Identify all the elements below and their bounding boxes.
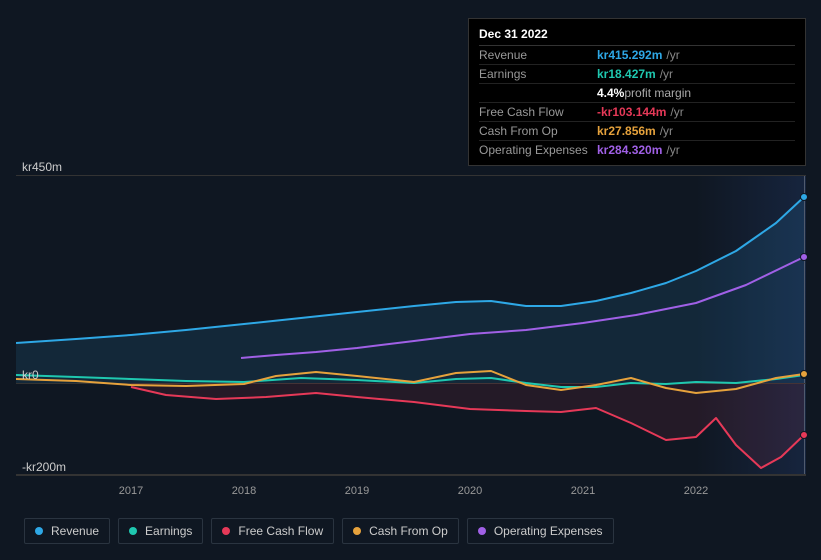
tooltip-label: Revenue [479, 48, 597, 62]
legend-label: Earnings [145, 524, 192, 538]
tooltip-row: 4.4% profit margin [479, 84, 795, 103]
tooltip-label: Operating Expenses [479, 143, 597, 157]
tooltip-row: Cash From Opkr27.856m/yr [479, 122, 795, 141]
tooltip-date: Dec 31 2022 [479, 25, 795, 46]
tooltip-row: Operating Expenseskr284.320m/yr [479, 141, 795, 159]
x-axis-tick: 2020 [458, 485, 482, 497]
x-axis-tick: 2019 [345, 485, 369, 497]
y-axis-label: kr0 [22, 368, 39, 382]
series-endpoint [800, 253, 808, 261]
y-axis-label: -kr200m [22, 460, 66, 474]
legend-item[interactable]: Earnings [118, 518, 203, 544]
x-axis: 2017 2018 2019 2020 2021 2022 [16, 485, 806, 501]
tooltip-row: Earningskr18.427m/yr [479, 65, 795, 84]
x-axis-tick: 2021 [571, 485, 595, 497]
tooltip-row: Revenuekr415.292m/yr [479, 46, 795, 65]
x-axis-tick: 2017 [119, 485, 143, 497]
tooltip-suffix: /yr [670, 105, 683, 119]
chart-tooltip: Dec 31 2022 Revenuekr415.292m/yrEarnings… [468, 18, 806, 166]
tooltip-suffix: /yr [660, 124, 673, 138]
plot-area[interactable] [16, 175, 806, 475]
tooltip-suffix: profit margin [624, 86, 691, 100]
tooltip-value: kr415.292m [597, 48, 662, 62]
tooltip-label: Free Cash Flow [479, 105, 597, 119]
x-axis-tick: 2018 [232, 485, 256, 497]
tooltip-value: kr18.427m [597, 67, 656, 81]
chart-container [16, 155, 806, 490]
series-endpoint [800, 193, 808, 201]
tooltip-label: Cash From Op [479, 124, 597, 138]
tooltip-suffix: /yr [660, 67, 673, 81]
tooltip-row: Free Cash Flow-kr103.144m/yr [479, 103, 795, 122]
legend-item[interactable]: Free Cash Flow [211, 518, 334, 544]
legend-dot [222, 527, 230, 535]
legend-label: Operating Expenses [494, 524, 603, 538]
legend-item[interactable]: Operating Expenses [467, 518, 614, 544]
tooltip-suffix: /yr [666, 143, 679, 157]
tooltip-value: kr27.856m [597, 124, 656, 138]
legend-dot [129, 527, 137, 535]
tooltip-label: Earnings [479, 67, 597, 81]
gridline [16, 475, 806, 476]
x-axis-tick: 2022 [684, 485, 708, 497]
legend-dot [478, 527, 486, 535]
tooltip-label [479, 86, 597, 100]
y-axis-label: kr450m [22, 160, 62, 174]
tooltip-value: kr284.320m [597, 143, 662, 157]
legend-label: Free Cash Flow [238, 524, 323, 538]
legend: Revenue Earnings Free Cash Flow Cash From O… [24, 518, 614, 544]
legend-item[interactable]: Revenue [24, 518, 110, 544]
tooltip-value: 4.4% [597, 86, 624, 100]
legend-item[interactable]: Cash From Op [342, 518, 459, 544]
legend-dot [353, 527, 361, 535]
legend-label: Revenue [51, 524, 99, 538]
legend-dot [35, 527, 43, 535]
series-endpoint [800, 370, 808, 378]
chart-svg [16, 175, 806, 475]
tooltip-suffix: /yr [666, 48, 679, 62]
legend-label: Cash From Op [369, 524, 448, 538]
series-endpoint [800, 431, 808, 439]
tooltip-value: -kr103.144m [597, 105, 666, 119]
